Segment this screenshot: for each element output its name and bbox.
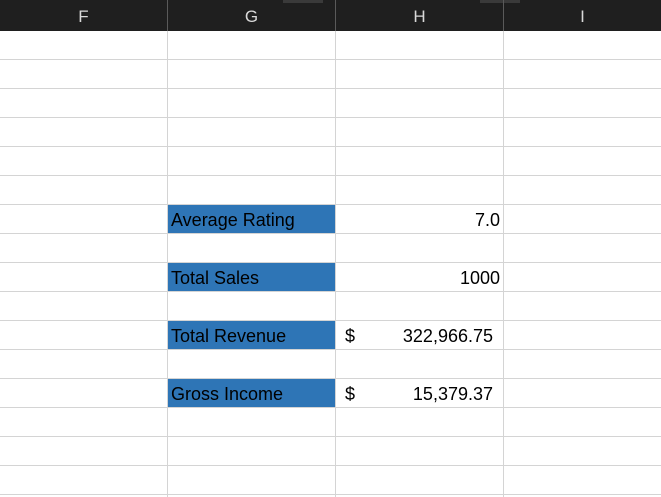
gross-income-currency-symbol: $: [345, 384, 356, 404]
column-header-f[interactable]: F: [0, 0, 168, 31]
column-divider: [167, 31, 168, 497]
row-divider: [0, 436, 661, 437]
column-header-g[interactable]: G: [168, 0, 336, 31]
row-divider: [0, 407, 661, 408]
total-sales-label-cell[interactable]: Total Sales: [168, 263, 335, 291]
row-divider: [0, 349, 661, 350]
column-divider: [503, 31, 504, 497]
total-revenue-label-cell[interactable]: Total Revenue: [168, 321, 335, 349]
row-divider: [0, 59, 661, 60]
average-rating-label-cell[interactable]: Average Rating: [168, 205, 335, 233]
total-revenue-currency-symbol: $: [345, 326, 356, 346]
total-sales-value-cell[interactable]: 1000: [459, 268, 500, 288]
gross-income-label-cell[interactable]: Gross Income: [168, 379, 335, 407]
row-divider: [0, 320, 661, 321]
column-header-bar: F G H I: [0, 0, 661, 31]
row-divider: [0, 88, 661, 89]
average-rating-value-cell[interactable]: 7.0: [474, 210, 500, 230]
row-divider: [0, 291, 661, 292]
row-divider: [0, 465, 661, 466]
column-header-i[interactable]: I: [580, 7, 585, 26]
row-divider: [0, 494, 661, 495]
gross-income-value-cell[interactable]: 15,379.37: [412, 384, 493, 404]
header-notch: [480, 0, 520, 3]
column-divider: [335, 31, 336, 497]
header-notch: [283, 0, 323, 3]
column-header-h[interactable]: H: [336, 0, 504, 31]
row-divider: [0, 117, 661, 118]
row-divider: [0, 233, 661, 234]
row-divider: [0, 378, 661, 379]
row-divider: [0, 204, 661, 205]
row-divider: [0, 262, 661, 263]
row-divider: [0, 146, 661, 147]
row-divider: [0, 175, 661, 176]
total-revenue-value-cell[interactable]: 322,966.75: [402, 326, 493, 346]
cell-grid[interactable]: Average Rating 7.0 Total Sales 1000 Tota…: [0, 31, 661, 497]
